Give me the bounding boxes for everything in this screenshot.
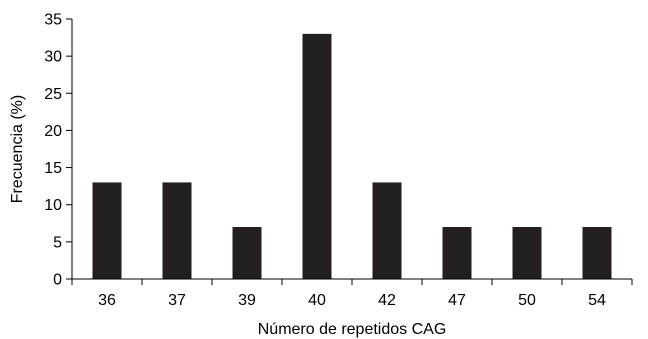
x-tick-label: 40 <box>308 292 326 309</box>
x-tick-label: 37 <box>168 292 186 309</box>
bar-36 <box>92 182 122 279</box>
y-tick-label: 25 <box>44 86 62 103</box>
x-tick-label: 42 <box>378 292 396 309</box>
bar-54 <box>582 227 612 279</box>
y-axis-title: Frecuencia (%) <box>9 95 26 203</box>
x-axis-ticks: 36 37 39 40 42 47 50 54 <box>71 279 633 309</box>
y-tick-label: 35 <box>44 12 62 29</box>
x-tick-label: 50 <box>518 292 536 309</box>
x-tick-label: 39 <box>238 292 256 309</box>
bar-47 <box>442 227 472 279</box>
y-tick-label: 0 <box>53 272 62 289</box>
bar-42 <box>372 182 402 279</box>
x-tick-label: 36 <box>98 292 116 309</box>
bar-39 <box>232 227 262 279</box>
y-tick-label: 20 <box>44 123 62 140</box>
x-tick-label: 54 <box>588 292 606 309</box>
y-tick-label: 5 <box>53 234 62 251</box>
y-axis-ticks: 0 5 10 15 20 25 30 35 <box>44 12 72 289</box>
y-tick-label: 15 <box>44 160 62 177</box>
x-axis-title: Número de repetidos CAG <box>258 321 447 338</box>
y-tick-label: 10 <box>44 197 62 214</box>
x-tick-label: 47 <box>448 292 466 309</box>
y-tick-label: 30 <box>44 49 62 66</box>
bar-40 <box>302 33 332 279</box>
bar-50 <box>512 227 542 279</box>
bars <box>92 33 612 279</box>
bar-37 <box>162 182 192 279</box>
